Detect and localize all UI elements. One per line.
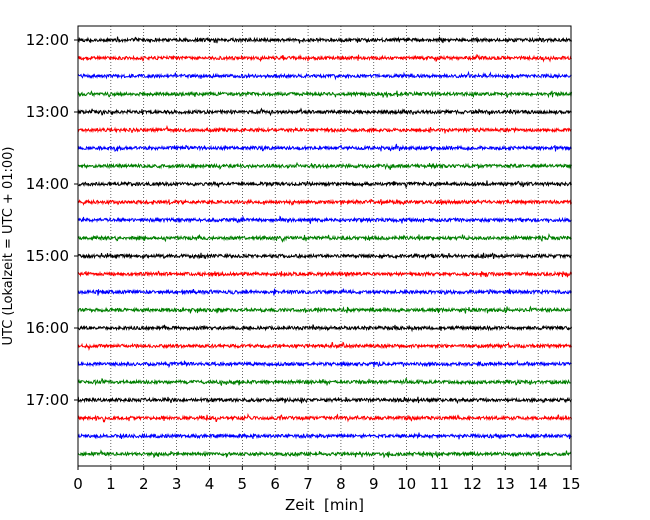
trace-1745 [77,449,572,459]
x-axis-ticks: 0 1 2 3 4 5 6 7 8 9 10 11 12 13 14 15 [73,466,581,493]
y-tick-label: 15:00 [26,247,69,265]
y-tick-label: 13:00 [26,103,69,121]
y-tick-label: 16:00 [26,319,69,337]
trace-1500 [77,252,572,261]
trace-1415 [77,198,572,206]
y-axis-ticks: 12:00 13:00 14:00 15:00 16:00 17:00 [26,31,78,409]
x-tick-label: 1 [106,475,116,493]
trace-1630 [77,359,572,369]
x-tick-label: 7 [303,475,313,493]
x-tick-label: 2 [139,475,149,493]
trace-1245 [77,90,572,99]
trace-1300 [77,107,572,117]
trace-1645 [77,377,572,386]
y-tick-label: 17:00 [26,391,69,409]
x-tick-label: 4 [205,475,215,493]
x-axis-label: Zeit [min] [285,496,364,514]
trace-group [77,36,572,459]
y-tick-label: 12:00 [26,31,69,49]
y-tick-label: 14:00 [26,175,69,193]
plot-frame [77,25,572,467]
trace-1600 [77,324,572,333]
x-tick-label: 15 [561,475,580,493]
trace-1200 [77,36,572,44]
x-tick-label: 14 [529,475,548,493]
trace-1530 [77,288,572,296]
x-tick-label: 3 [172,475,182,493]
trace-1230 [77,70,572,81]
trace-1330 [77,143,572,152]
trace-1445 [77,232,572,243]
trace-1700 [77,396,572,405]
y-axis-label: UTC (Lokalzeit = UTC + 01:00) [1,147,16,346]
trace-1715 [77,412,572,423]
trace-1315 [77,124,572,134]
trace-1400 [77,180,572,189]
x-tick-label: 10 [397,475,416,493]
x-tick-label: 8 [336,475,346,493]
trace-1345 [77,161,572,171]
x-tick-label: 12 [463,475,482,493]
trace-1730 [77,432,572,440]
trace-1515 [77,270,572,278]
trace-1430 [77,215,572,225]
x-tick-label: 6 [270,475,280,493]
x-tick-label: 0 [73,475,83,493]
x-tick-label: 11 [430,475,449,493]
x-tick-label: 13 [496,475,515,493]
x-tick-label: 5 [238,475,248,493]
trace-1215 [77,53,572,63]
vertical-grid [110,26,539,466]
trace-1545 [77,305,572,314]
trace-1615 [77,341,572,351]
x-tick-label: 9 [369,475,379,493]
